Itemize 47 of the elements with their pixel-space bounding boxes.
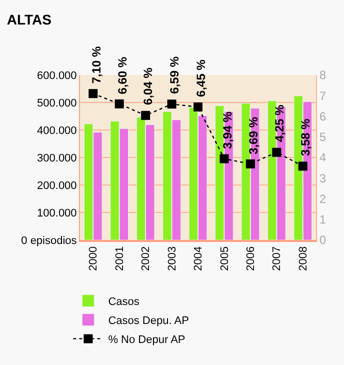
point	[272, 148, 282, 157]
y-tick-label: 400.000	[37, 124, 77, 137]
y-tick-label: 300.000	[37, 152, 77, 164]
y2-tick-label: 6	[319, 109, 326, 124]
y2-tick-label: 1	[319, 212, 326, 227]
chart-title: ALTAS	[6, 11, 52, 28]
x-tick-label: 2008	[297, 246, 310, 271]
data-label: 6,45 %	[194, 59, 208, 97]
data-label: 6,59 %	[168, 56, 182, 94]
y-tick-label: 600.000	[37, 70, 77, 82]
x-tick-label: 2006	[245, 246, 258, 271]
data-label: 4,25 %	[272, 104, 286, 142]
x-tick-label: 2002	[140, 246, 152, 271]
point	[298, 162, 308, 171]
y-tick-label: 200.000	[37, 180, 77, 192]
y-tick-label: 500.000	[37, 97, 77, 110]
legend-label: % No Depur AP	[108, 334, 186, 346]
point	[114, 99, 124, 108]
y2-tick-label: 0	[319, 233, 326, 248]
x-tick-label: 2007	[271, 246, 284, 271]
y2-tick-label: 2	[319, 192, 326, 206]
y-tick-label: 100.000	[37, 207, 77, 220]
point	[220, 154, 229, 164]
data-label: 3,69 %	[246, 116, 261, 154]
y2-tick-label: 7	[319, 88, 326, 103]
point	[194, 102, 202, 112]
x-tick-label: 2000	[88, 246, 100, 271]
x-tick-label: 2004	[192, 246, 205, 271]
y2-tick-label: 3	[319, 171, 326, 186]
point	[141, 110, 150, 120]
data-label: 6,04 %	[141, 67, 156, 105]
point	[88, 89, 98, 98]
legend-label: Casos Depu. AP	[108, 314, 189, 327]
data-label: 7,10 %	[90, 46, 104, 84]
data-label: 3,58 %	[298, 118, 313, 156]
y-tick-label: 0 episodios	[21, 234, 78, 247]
y2-tick-label: 8	[319, 68, 326, 82]
point	[167, 100, 176, 109]
x-tick-label: 2001	[114, 246, 126, 271]
x-tick-label: 2005	[218, 246, 231, 271]
x-tick-label: 2003	[166, 246, 178, 271]
point	[246, 159, 255, 168]
y2-tick-label: 4	[319, 150, 326, 165]
legend-label: Casos	[108, 296, 140, 308]
data-label: 3,94 %	[220, 111, 234, 149]
data-label: 6,60 %	[115, 56, 130, 94]
y2-tick-label: 5	[319, 130, 326, 144]
